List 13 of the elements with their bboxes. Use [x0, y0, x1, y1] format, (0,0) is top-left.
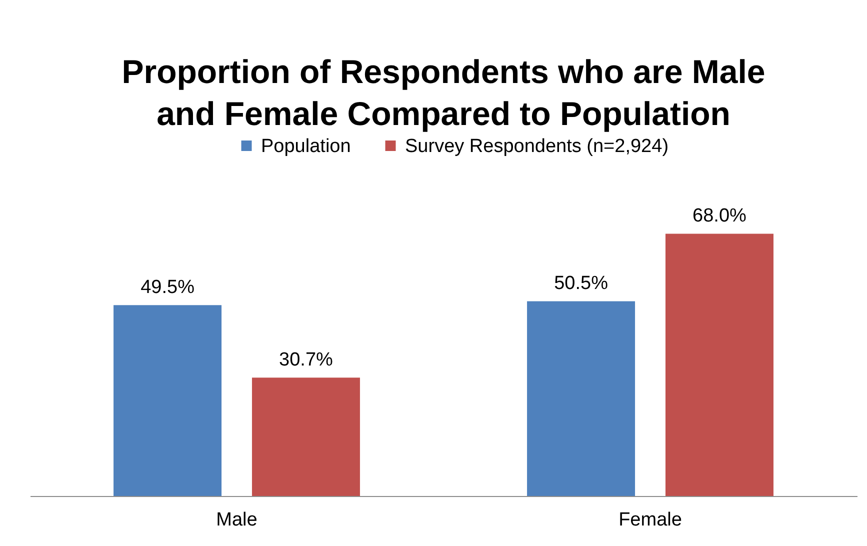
data-label: 49.5%	[140, 277, 195, 298]
x-tick-label: Female	[618, 510, 682, 530]
x-tick-label: Male	[216, 510, 258, 530]
data-label: 50.5%	[554, 273, 608, 294]
data-label: 68.0%	[692, 206, 747, 227]
bar	[527, 301, 636, 496]
bar	[665, 234, 774, 496]
legend-label: Population	[261, 136, 351, 157]
bar	[114, 305, 222, 496]
legend-label: Survey Respondents (n=2,924)	[405, 136, 669, 157]
data-label: 30.7%	[279, 350, 334, 371]
chart-title: Proportion of Respondents who are Male and Female Compared to Population	[122, 53, 766, 132]
bar	[252, 378, 360, 496]
